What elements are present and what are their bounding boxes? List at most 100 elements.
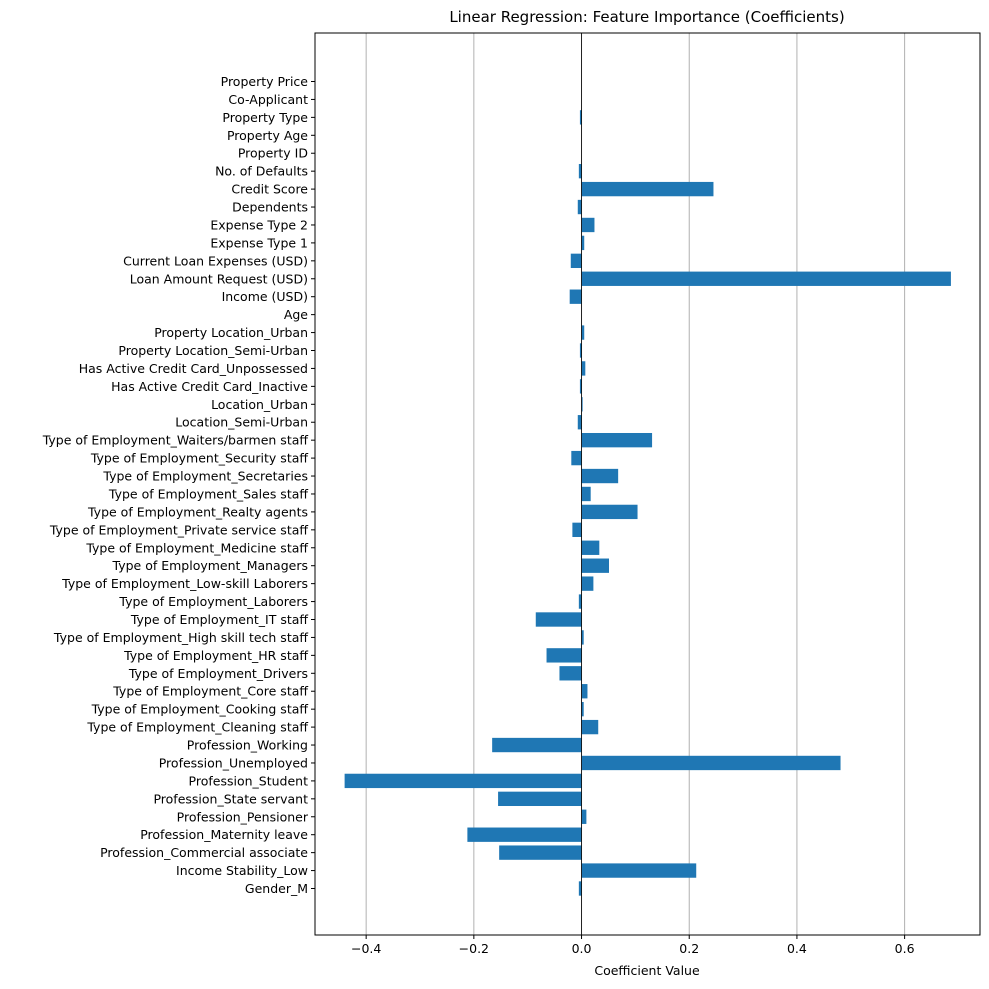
y-tick-label: Expense Type 2 <box>210 217 308 232</box>
bar <box>581 397 583 412</box>
bar <box>581 863 697 878</box>
bar <box>581 235 585 251</box>
bar <box>578 163 582 179</box>
y-tick-label: Dependents <box>232 200 308 215</box>
bar <box>579 343 582 358</box>
x-tick-label: −0.2 <box>459 941 489 956</box>
y-tick-label: Type of Employment_Security staff <box>90 451 309 466</box>
bar <box>581 432 653 448</box>
chart-title: Linear Regression: Feature Importance (C… <box>449 8 844 26</box>
x-tick-label: 0.0 <box>572 941 592 956</box>
bar <box>570 253 582 269</box>
x-tick-label: 0.6 <box>895 941 915 956</box>
y-tick-label: Type of Employment_Cleaning staff <box>86 720 308 735</box>
bar <box>581 719 599 735</box>
y-tick-label: Property Type <box>222 110 308 125</box>
y-tick-label: Expense Type 1 <box>210 235 308 250</box>
plot-frame <box>314 32 981 936</box>
bar <box>581 325 585 340</box>
y-tick-label: Co-Applicant <box>228 92 308 107</box>
y-tick-label: Profession_State servant <box>153 791 308 806</box>
bar <box>581 576 594 591</box>
y-tick-label: Type of Employment_Medicine staff <box>85 540 308 555</box>
bar <box>344 773 582 789</box>
y-tick-label: Type of Employment_IT staff <box>130 612 309 627</box>
bar <box>571 450 582 466</box>
bar <box>581 361 586 376</box>
bar <box>581 558 609 573</box>
bars-group <box>344 110 951 896</box>
bar <box>581 630 584 645</box>
y-tick-label: Type of Employment_Private service staff <box>49 522 309 537</box>
bar <box>569 289 582 304</box>
bar <box>581 701 584 717</box>
x-tick-label: 0.4 <box>787 941 807 956</box>
bar <box>577 415 582 430</box>
bar <box>498 791 582 807</box>
y-tick-label: Credit Score <box>231 182 308 197</box>
y-tick-label: Property Location_Semi-Urban <box>118 343 308 358</box>
y-tick-label: Has Active Credit Card_Inactive <box>111 379 308 394</box>
y-tick-label: Profession_Maternity leave <box>140 827 308 842</box>
x-tick-label: 0.2 <box>679 941 699 956</box>
bar <box>581 486 591 502</box>
bar <box>579 110 582 125</box>
y-tick-label: Type of Employment_Waiters/barmen staff <box>42 433 309 448</box>
y-tick-label: Type of Employment_Sales staff <box>108 486 308 501</box>
bar <box>578 881 582 896</box>
y-tick-label: Income (USD) <box>222 289 308 304</box>
y-tick-label: Property ID <box>238 146 308 161</box>
y-axis: Gender_M Income Stability_Low Profession_C… <box>42 74 315 896</box>
y-tick-label: Has Active Credit Card_Unpossessed <box>79 361 308 376</box>
bar <box>546 648 582 663</box>
y-tick-label: Type of Employment_Drivers <box>128 666 308 681</box>
y-tick-label: Type of Employment_Managers <box>112 558 308 573</box>
bar <box>577 199 582 215</box>
bar <box>535 612 582 627</box>
bar <box>581 809 587 824</box>
x-tick-label: −0.4 <box>351 941 381 956</box>
x-axis: −0.4 −0.2 0.0 0.2 0.4 0.6 <box>351 935 915 956</box>
bar <box>578 594 582 609</box>
bar <box>581 504 638 520</box>
bar <box>492 737 582 753</box>
y-tick-label: Type of Employment_High skill tech staff <box>53 630 308 645</box>
bar <box>581 217 595 233</box>
y-tick-label: Location_Semi-Urban <box>175 415 308 430</box>
x-axis-title: Coefficient Value <box>594 963 700 978</box>
bar <box>581 540 600 555</box>
bar <box>581 468 619 484</box>
y-tick-label: Profession_Commercial associate <box>100 845 308 860</box>
y-tick-label: Age <box>284 307 308 322</box>
bar <box>572 522 582 538</box>
y-tick-label: Profession_Pensioner <box>177 809 309 824</box>
bar <box>581 684 588 699</box>
y-tick-label: Loan Amount Request (USD) <box>130 271 308 286</box>
y-tick-label: Profession_Student <box>189 773 309 788</box>
y-tick-label: Location_Urban <box>211 397 308 412</box>
y-tick-label: Property Location_Urban <box>154 325 308 340</box>
y-tick-label: Current Loan Expenses (USD) <box>123 253 308 268</box>
y-tick-label: Type of Employment_HR staff <box>123 648 308 663</box>
bar <box>581 181 714 197</box>
grid-lines <box>365 33 906 935</box>
y-tick-label: No. of Defaults <box>215 164 308 179</box>
y-tick-label: Type of Employment_Core staff <box>112 684 308 699</box>
y-tick-label: Type of Employment_Low-skill Laborers <box>61 576 308 591</box>
bar <box>581 271 951 286</box>
y-tick-label: Type of Employment_Laborers <box>118 594 308 609</box>
bar <box>579 379 582 394</box>
bar <box>581 755 841 771</box>
y-tick-label: Profession_Working <box>187 738 308 753</box>
bar <box>467 827 582 842</box>
y-tick-label: Type of Employment_Cooking staff <box>91 702 309 717</box>
y-tick-label: Type of Employment_Secretaries <box>102 469 308 484</box>
y-tick-label: Property Price <box>221 74 309 89</box>
bar <box>499 845 582 860</box>
y-tick-label: Income Stability_Low <box>176 863 308 878</box>
y-tick-label: Profession_Unemployed <box>159 755 308 770</box>
y-tick-label: Property Age <box>227 128 308 143</box>
y-tick-label: Type of Employment_Realty agents <box>87 504 308 519</box>
y-tick-label: Gender_M <box>245 881 308 896</box>
